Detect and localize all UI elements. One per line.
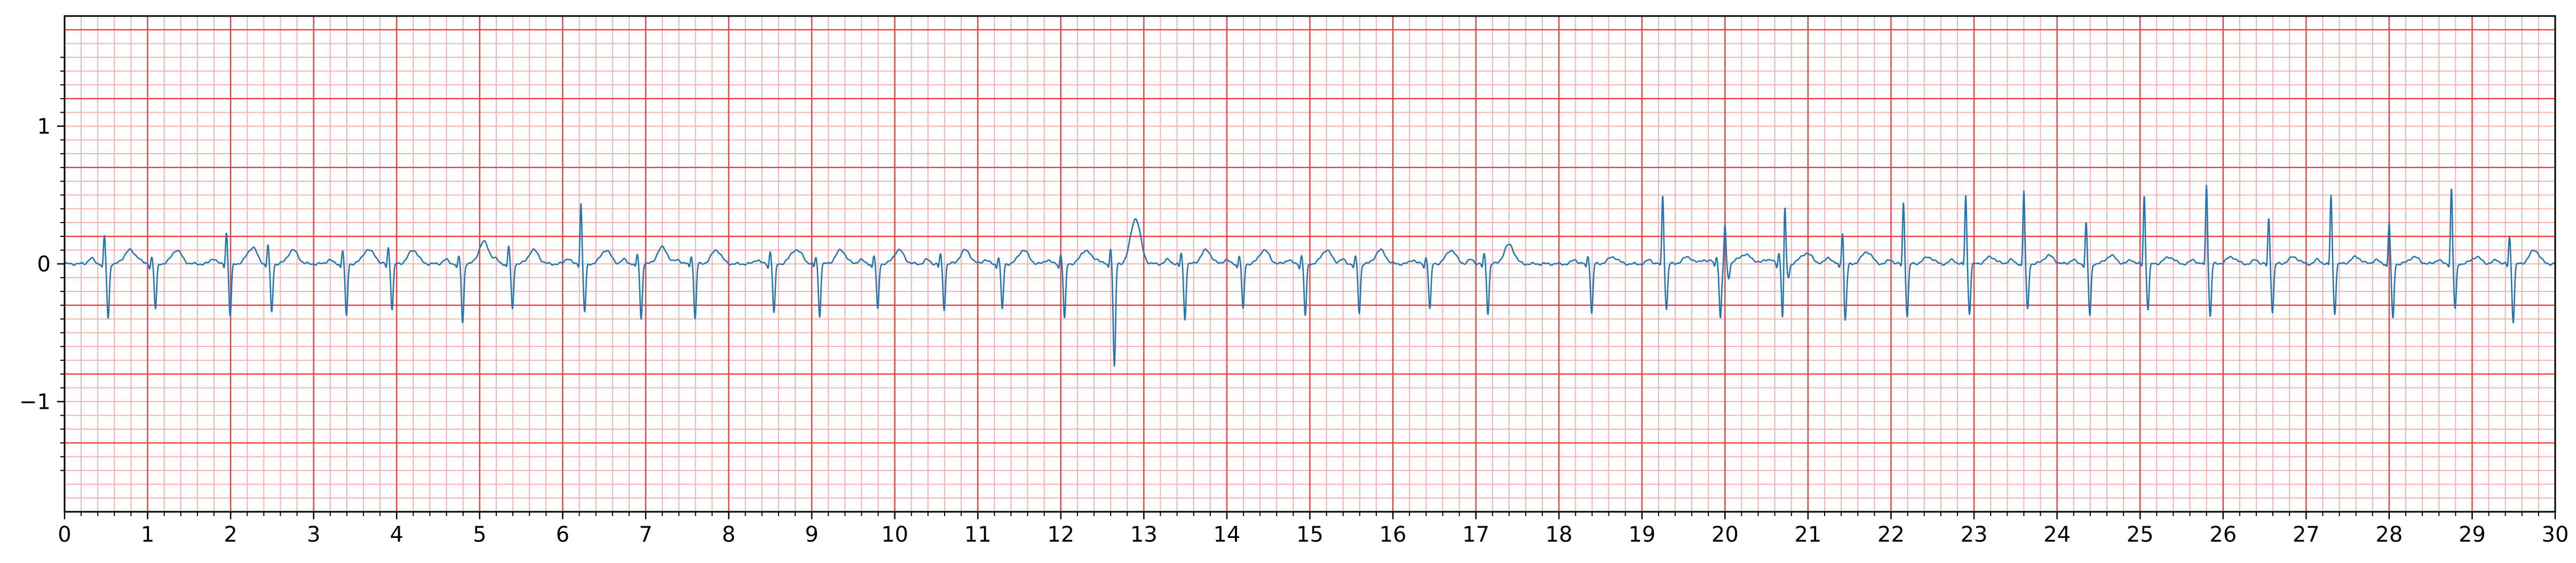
x-tick-label: 24 (2043, 522, 2071, 547)
x-tick-label: 13 (1130, 522, 1158, 547)
x-tick-label: 26 (2209, 522, 2237, 547)
y-axis: −1 0 1 (19, 57, 65, 471)
x-tick-label: 17 (1462, 522, 1489, 547)
x-tick-label: 6 (556, 522, 569, 547)
x-tick-label: 10 (881, 522, 908, 547)
x-tick-label: 5 (473, 522, 486, 547)
ecg-trace-line (64, 184, 2556, 367)
x-tick-label: 21 (1794, 522, 1821, 547)
x-tick-label: 18 (1545, 522, 1573, 547)
x-tick-label: 29 (2459, 522, 2486, 547)
x-tick-label: 4 (390, 522, 403, 547)
x-tick-label: 20 (1711, 522, 1739, 547)
x-tick-label: 1 (141, 522, 154, 547)
x-tick-label: 0 (58, 522, 71, 547)
x-tick-label: 7 (639, 522, 652, 547)
x-tick-label: 23 (1961, 522, 1988, 547)
x-tick-label: 15 (1296, 522, 1323, 547)
x-tick-label: 28 (2375, 522, 2403, 547)
x-tick-label: 12 (1047, 522, 1074, 547)
series-layer (64, 184, 2556, 367)
x-axis: 0 1 2 3 4 5 6 7 8 9 10 11 12 13 14 15 16 17 18 19 20 21 22 23 24… (58, 512, 2569, 547)
x-tick-label: 3 (307, 522, 320, 547)
x-tick-label: 27 (2293, 522, 2320, 547)
x-tick-label: 8 (722, 522, 735, 547)
x-tick-label: 9 (805, 522, 818, 547)
x-tick-label: 30 (2542, 522, 2569, 547)
y-tick-label: 0 (37, 252, 51, 277)
y-tick-label: 1 (37, 114, 51, 139)
x-tick-label: 11 (964, 522, 992, 547)
x-tick-label: 19 (1628, 522, 1655, 547)
y-tick-label: −1 (19, 390, 51, 415)
x-tick-label: 14 (1213, 522, 1240, 547)
major-grid (64, 16, 2556, 513)
x-tick-label: 22 (1877, 522, 1905, 547)
x-tick-label: 25 (2127, 522, 2154, 547)
x-tick-label: 2 (224, 522, 237, 547)
x-tick-label: 16 (1380, 522, 1407, 547)
